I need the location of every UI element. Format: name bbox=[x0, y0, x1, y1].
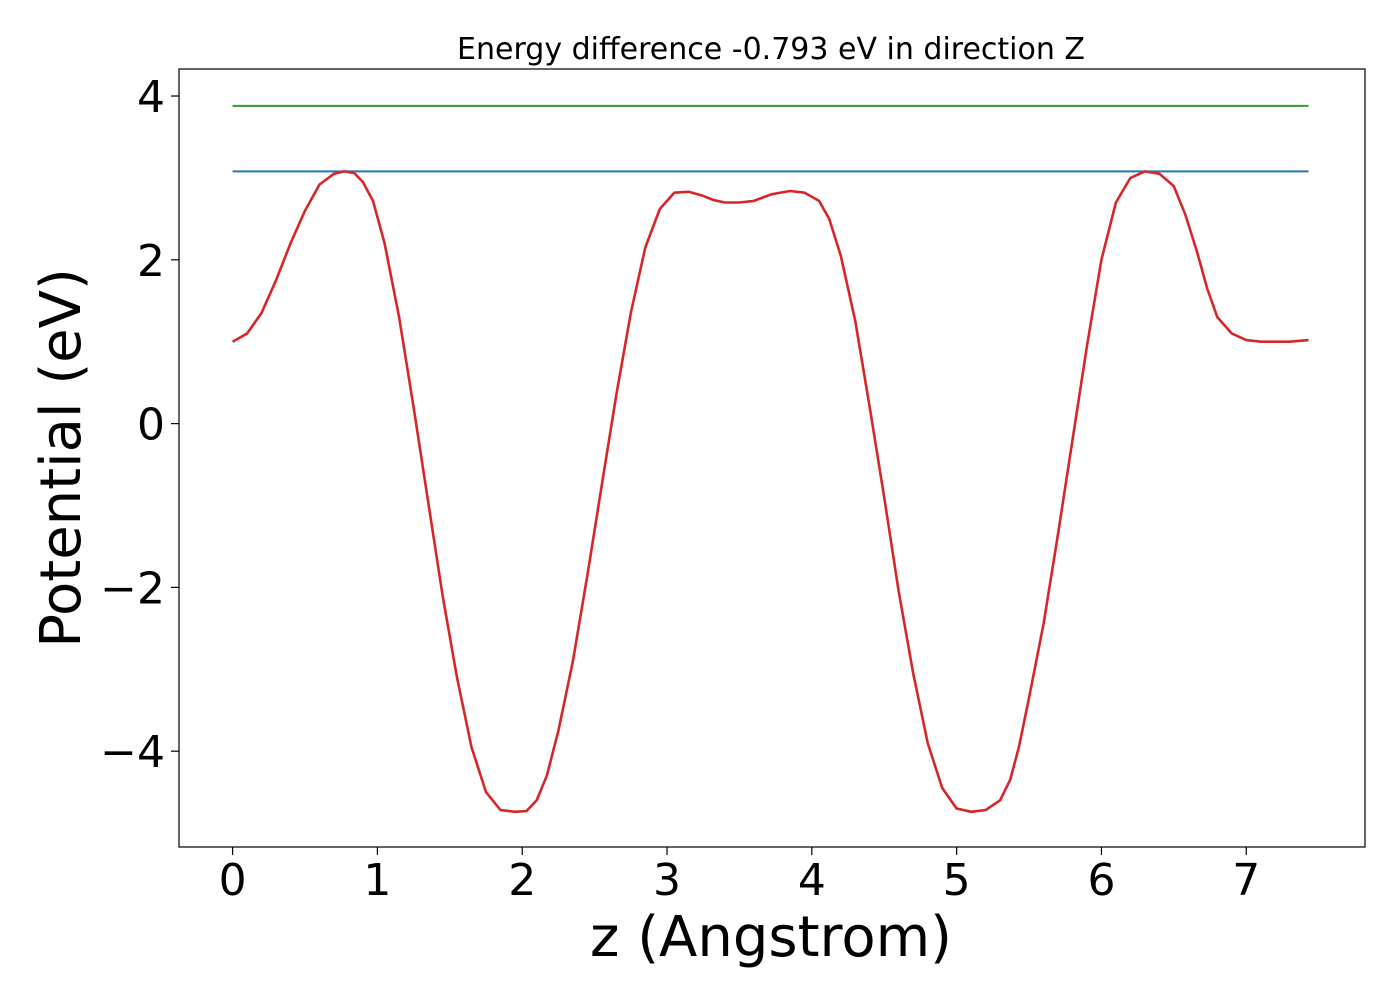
series-line-3 bbox=[231, 170, 1309, 814]
y-axis-label: Potential (eV) bbox=[29, 268, 94, 648]
x-axis-label: z (Angstrom) bbox=[590, 905, 952, 970]
y-tick-label: −2 bbox=[100, 563, 165, 614]
lines-layer bbox=[231, 104, 1309, 814]
x-tick-label: 7 bbox=[1232, 855, 1260, 906]
x-tick-label: 2 bbox=[508, 855, 536, 906]
x-tick-label: 4 bbox=[798, 855, 826, 906]
y-tick-label: −4 bbox=[100, 727, 165, 778]
x-tick-label: 6 bbox=[1087, 855, 1115, 906]
y-tick-label: 0 bbox=[137, 400, 165, 451]
y-tick-label: 2 bbox=[137, 236, 165, 287]
x-tick-label: 3 bbox=[653, 855, 681, 906]
plot-frame bbox=[178, 68, 1366, 848]
chart-title: Energy difference -0.793 eV in direction… bbox=[457, 32, 1085, 67]
y-tick-label: 4 bbox=[137, 72, 165, 123]
x-tick-label: 0 bbox=[219, 855, 247, 906]
x-tick-label: 1 bbox=[363, 855, 391, 906]
ticks-layer: 0 1 2 3 4 5 6 7 −4 −2 0 2 4 bbox=[100, 72, 1260, 906]
x-tick-label: 5 bbox=[943, 855, 971, 906]
